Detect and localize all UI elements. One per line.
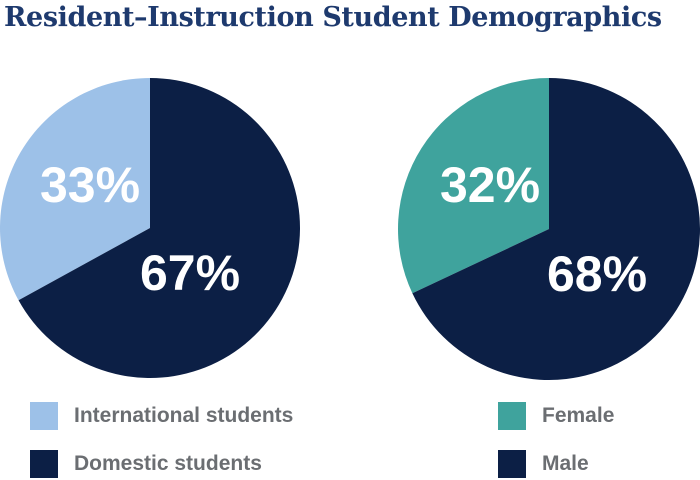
pie-slice-domestic (18, 78, 300, 378)
pie-chart-residency: 33% 67% (0, 78, 300, 378)
pie-chart-gender: 32% 68% (398, 78, 700, 380)
pie-slice-international (0, 78, 150, 301)
legend-swatch-male (498, 450, 526, 478)
slice-label-female: 32% (440, 157, 540, 213)
pie-slice-female (398, 78, 549, 294)
pie-slice-male (412, 78, 700, 380)
legend-swatch-female (498, 402, 526, 430)
legend-label-international: International students (74, 404, 294, 427)
slice-label-domestic: 67% (140, 245, 240, 301)
slice-label-male: 68% (547, 246, 647, 302)
slice-label-international: 33% (40, 157, 140, 213)
page-title: Resident–Instruction Student Demographic… (4, 2, 662, 33)
legend-label-male: Male (542, 452, 589, 475)
legend-swatch-international (30, 402, 58, 430)
legend-label-female: Female (542, 404, 615, 427)
legend-label-domestic: Domestic students (74, 452, 262, 475)
legend-swatch-domestic (30, 450, 58, 478)
